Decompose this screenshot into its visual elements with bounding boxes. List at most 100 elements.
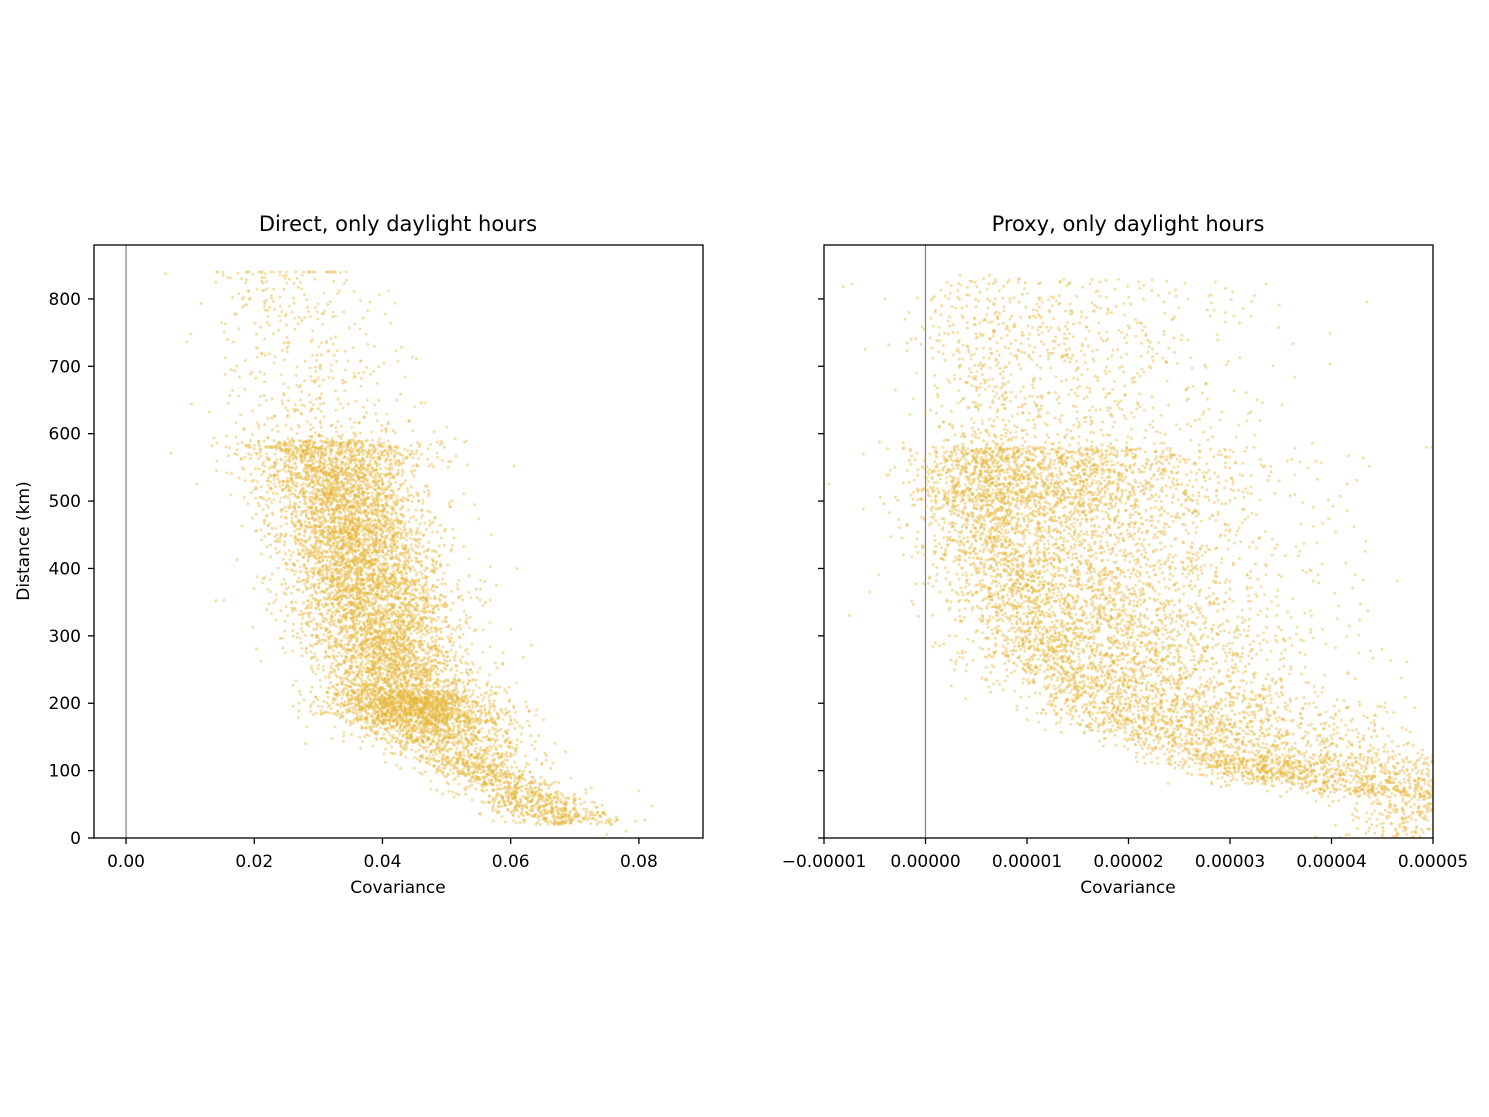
data-point: [328, 598, 332, 602]
data-point: [280, 583, 284, 586]
data-point: [482, 628, 485, 632]
data-point: [418, 754, 422, 758]
data-point: [362, 586, 366, 590]
data-point: [417, 499, 421, 503]
data-point: [540, 797, 543, 801]
data-point: [483, 704, 487, 707]
data-point: [372, 668, 376, 672]
data-point: [398, 589, 402, 593]
data-point: [377, 455, 381, 459]
data-point: [543, 751, 547, 755]
data-point: [471, 729, 475, 733]
data-point: [327, 641, 331, 645]
data-point: [294, 484, 298, 488]
data-point: [421, 588, 425, 592]
data-point: [469, 779, 473, 783]
data-point: [271, 512, 275, 516]
data-point: [302, 534, 306, 538]
data-point: [406, 508, 410, 512]
data-point: [537, 788, 541, 792]
data-point: [296, 632, 299, 635]
data-point: [530, 789, 534, 793]
data-point: [228, 393, 232, 397]
data-point: [380, 429, 384, 433]
data-point: [403, 479, 407, 483]
data-point: [320, 626, 324, 630]
data-point: [334, 454, 338, 458]
data-point: [310, 506, 314, 510]
data-point: [237, 375, 241, 379]
data-point: [376, 710, 379, 714]
data-point: [490, 754, 494, 758]
data-point: [290, 465, 294, 469]
data-point: [272, 482, 276, 486]
data-point: [448, 697, 452, 701]
data-point: [455, 625, 459, 629]
data-point: [316, 698, 320, 701]
data-point: [355, 708, 359, 712]
data-point: [480, 727, 484, 731]
data-point: [350, 547, 353, 551]
data-point: [478, 666, 482, 670]
data-point: [459, 594, 463, 598]
data-point: [408, 650, 412, 654]
data-point: [498, 744, 502, 747]
data-point: [313, 365, 317, 369]
data-point: [282, 534, 286, 538]
data-point: [431, 530, 434, 534]
data-point: [467, 574, 471, 578]
data-point: [311, 490, 315, 494]
data-point: [495, 784, 499, 788]
data-point: [509, 776, 513, 780]
data-point: [335, 450, 339, 454]
data-point: [278, 314, 281, 318]
data-point: [309, 428, 313, 432]
data-point: [476, 670, 480, 674]
data-point: [438, 593, 442, 597]
data-point: [454, 651, 458, 654]
data-point: [411, 429, 415, 433]
data-point: [318, 384, 321, 388]
data-point: [409, 485, 413, 488]
data-point: [472, 663, 475, 666]
data-point: [260, 538, 264, 542]
data-point: [393, 449, 396, 453]
data-point: [351, 553, 355, 557]
data-point: [525, 806, 529, 810]
data-point: [389, 472, 393, 476]
data-point: [317, 603, 321, 607]
data-point: [515, 743, 519, 747]
data-point: [258, 444, 262, 448]
data-point: [425, 687, 429, 691]
data-point: [323, 509, 327, 513]
data-point: [515, 721, 519, 725]
data-point: [467, 688, 471, 692]
data-point: [338, 531, 342, 535]
data-point: [478, 812, 481, 815]
data-point: [274, 458, 278, 462]
data-point: [309, 650, 313, 654]
data-point: [438, 553, 442, 557]
data-point: [407, 659, 411, 663]
data-point: [569, 776, 573, 780]
data-point: [456, 587, 460, 591]
data-point: [380, 503, 384, 507]
data-point: [301, 630, 305, 633]
data-point: [449, 589, 453, 593]
data-point: [471, 738, 475, 742]
data-point: [415, 491, 418, 495]
data-point: [378, 521, 382, 525]
data-point: [334, 408, 338, 412]
data-point: [354, 470, 358, 474]
data-point: [240, 524, 244, 528]
data-point: [300, 390, 304, 394]
data-point: [457, 714, 461, 718]
data-point: [322, 457, 326, 461]
data-point: [467, 591, 471, 594]
data-point: [352, 290, 356, 293]
data-point: [246, 445, 250, 449]
data-point: [289, 506, 293, 509]
data-point: [479, 714, 482, 718]
data-point: [386, 511, 390, 515]
data-point: [314, 359, 318, 362]
